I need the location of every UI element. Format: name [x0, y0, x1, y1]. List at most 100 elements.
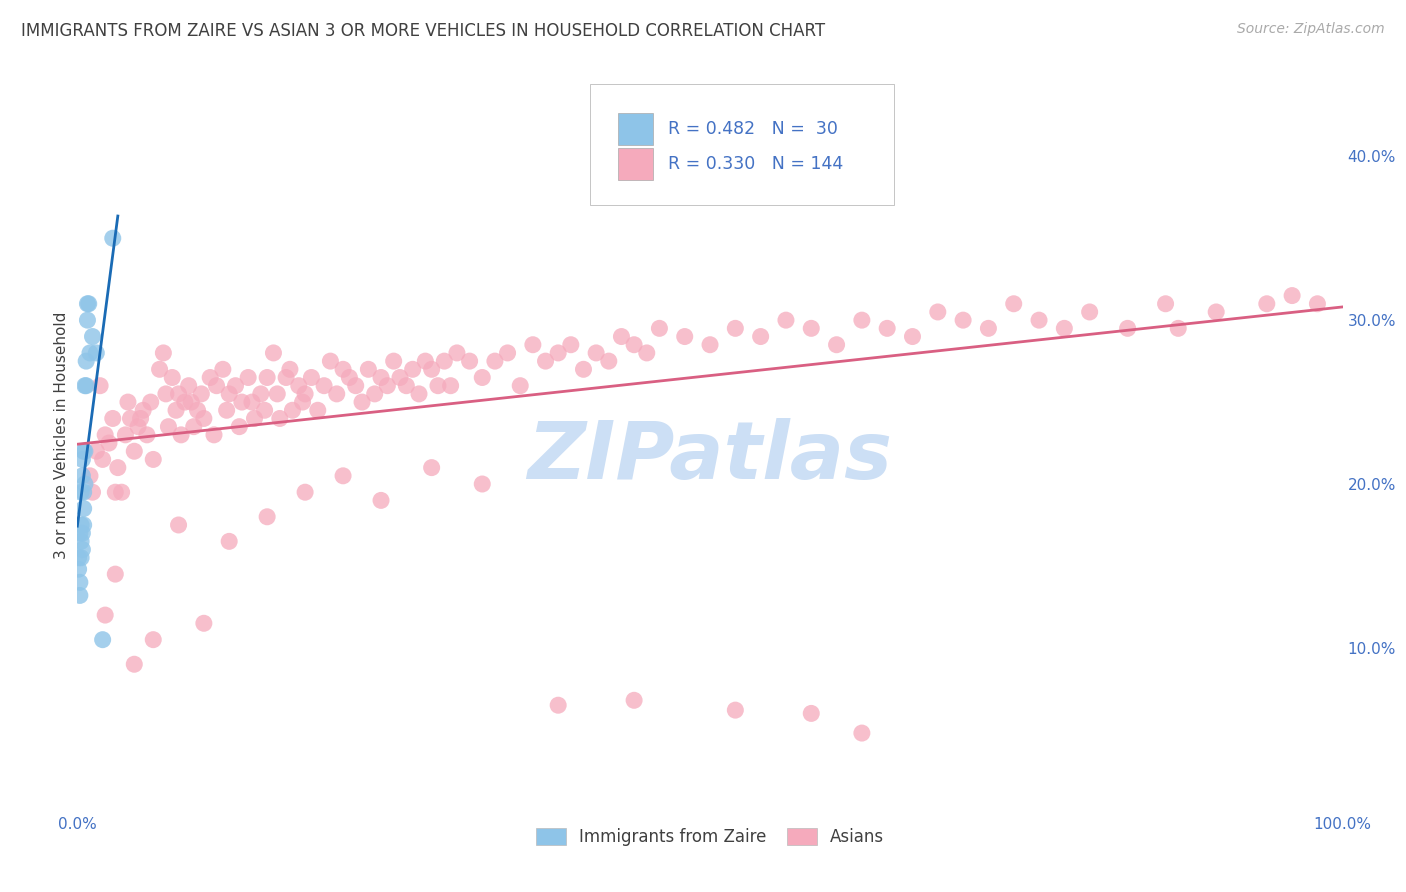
Point	[183, 419, 205, 434]
Point	[534, 354, 557, 368]
Point	[69, 589, 91, 603]
Point	[73, 501, 96, 516]
Point	[1256, 297, 1278, 311]
Point	[155, 387, 177, 401]
Point	[129, 411, 152, 425]
Point	[86, 346, 108, 360]
Point	[193, 616, 215, 631]
Point	[73, 444, 96, 458]
Point	[319, 354, 342, 368]
Point	[699, 337, 721, 351]
Point	[278, 362, 301, 376]
Point	[167, 387, 190, 401]
Point	[200, 370, 222, 384]
Point	[174, 395, 197, 409]
Point	[648, 321, 671, 335]
Point	[94, 427, 117, 442]
Point	[165, 403, 187, 417]
Point	[610, 329, 633, 343]
Point	[70, 518, 93, 533]
Point	[231, 395, 253, 409]
Point	[101, 231, 124, 245]
Point	[402, 362, 425, 376]
Point	[136, 427, 159, 442]
Point	[86, 444, 108, 458]
Point	[73, 444, 96, 458]
Point	[547, 698, 569, 713]
Point	[314, 378, 336, 392]
Point	[294, 485, 316, 500]
Y-axis label: 3 or more Vehicles in Household: 3 or more Vehicles in Household	[53, 311, 69, 558]
Point	[266, 387, 288, 401]
Point	[851, 726, 873, 740]
Point	[301, 370, 323, 384]
Point	[1154, 297, 1177, 311]
Point	[598, 354, 620, 368]
Point	[623, 337, 645, 351]
Point	[623, 693, 645, 707]
Point	[79, 468, 101, 483]
Point	[73, 477, 96, 491]
Point	[127, 419, 149, 434]
Point	[202, 427, 225, 442]
Point	[104, 567, 127, 582]
Point	[408, 387, 430, 401]
Point	[294, 387, 316, 401]
Point	[458, 354, 481, 368]
Point	[91, 452, 114, 467]
Point	[1053, 321, 1076, 335]
Point	[344, 378, 367, 392]
Point	[876, 321, 898, 335]
Point	[72, 526, 94, 541]
Point	[269, 411, 291, 425]
Point	[124, 657, 146, 672]
Point	[218, 534, 240, 549]
Point	[72, 468, 94, 483]
Point	[79, 346, 101, 360]
Point	[1205, 305, 1227, 319]
Point	[76, 313, 98, 327]
Point	[585, 346, 607, 360]
Legend: Immigrants from Zaire, Asians: Immigrants from Zaire, Asians	[529, 821, 891, 853]
Point	[1078, 305, 1101, 319]
Point	[395, 378, 418, 392]
Point	[139, 395, 162, 409]
Point	[332, 468, 354, 483]
Point	[547, 346, 569, 360]
Point	[124, 444, 146, 458]
Point	[142, 632, 165, 647]
Point	[75, 378, 97, 392]
Point	[170, 427, 193, 442]
Point	[67, 562, 90, 576]
Text: R = 0.482   N =  30: R = 0.482 N = 30	[668, 120, 838, 138]
Point	[167, 518, 190, 533]
Point	[70, 534, 93, 549]
Point	[193, 411, 215, 425]
Point	[73, 485, 96, 500]
Point	[357, 362, 380, 376]
Point	[572, 362, 595, 376]
Text: R = 0.330   N = 144: R = 0.330 N = 144	[668, 155, 844, 173]
Point	[851, 313, 873, 327]
Point	[800, 321, 823, 335]
Point	[1281, 288, 1303, 302]
Point	[307, 403, 329, 417]
Point	[157, 419, 180, 434]
Point	[142, 452, 165, 467]
Point	[98, 436, 120, 450]
Point	[114, 427, 136, 442]
Point	[73, 518, 96, 533]
Point	[927, 305, 949, 319]
Point	[471, 370, 494, 384]
Point	[240, 395, 263, 409]
Point	[420, 460, 443, 475]
Point	[94, 608, 117, 623]
Point	[101, 411, 124, 425]
Point	[724, 703, 747, 717]
Point	[75, 354, 97, 368]
Point	[977, 321, 1000, 335]
Point	[471, 477, 494, 491]
Point	[496, 346, 519, 360]
Point	[238, 370, 260, 384]
Point	[1306, 297, 1329, 311]
